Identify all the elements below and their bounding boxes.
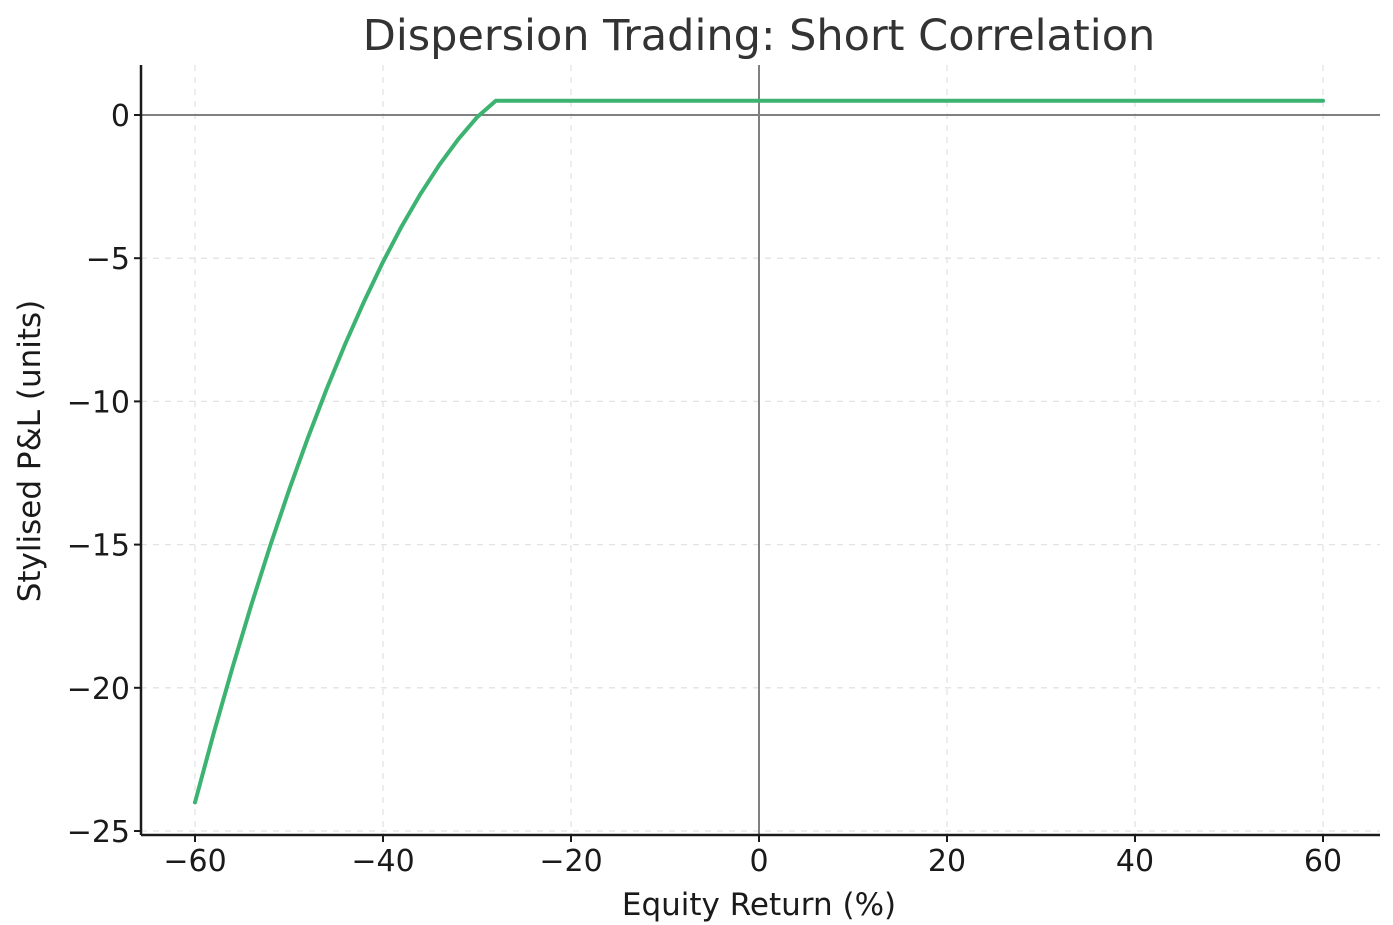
x-tick-label: −20	[539, 844, 602, 879]
y-tick-label: −5	[86, 242, 130, 277]
x-tick-label: 60	[1304, 844, 1342, 879]
y-tick-label: −15	[67, 529, 130, 564]
x-tick-label: 20	[928, 844, 966, 879]
axes: −60 −40 −20 0 20 40 60 0 −5 −10 −15 −20 −25	[67, 65, 1380, 879]
series-layer	[193, 98, 1325, 805]
y-axis-label: Stylised P&L (units)	[12, 300, 48, 603]
y-tick-label: −25	[67, 815, 130, 850]
y-tick-label: −10	[67, 385, 130, 420]
series-line	[193, 98, 1325, 805]
x-tick-label: −40	[351, 844, 414, 879]
x-tick-label: 40	[1116, 844, 1154, 879]
y-tick-label: 0	[111, 99, 130, 134]
chart-title: Dispersion Trading: Short Correlation	[363, 11, 1156, 61]
x-axis-label: Equity Return (%)	[622, 887, 896, 923]
x-tick-label: 0	[749, 844, 768, 879]
x-tick-label: −60	[163, 844, 226, 879]
zero-lines	[141, 65, 1380, 835]
y-tick-label: −20	[67, 672, 130, 707]
grid	[141, 65, 1380, 835]
